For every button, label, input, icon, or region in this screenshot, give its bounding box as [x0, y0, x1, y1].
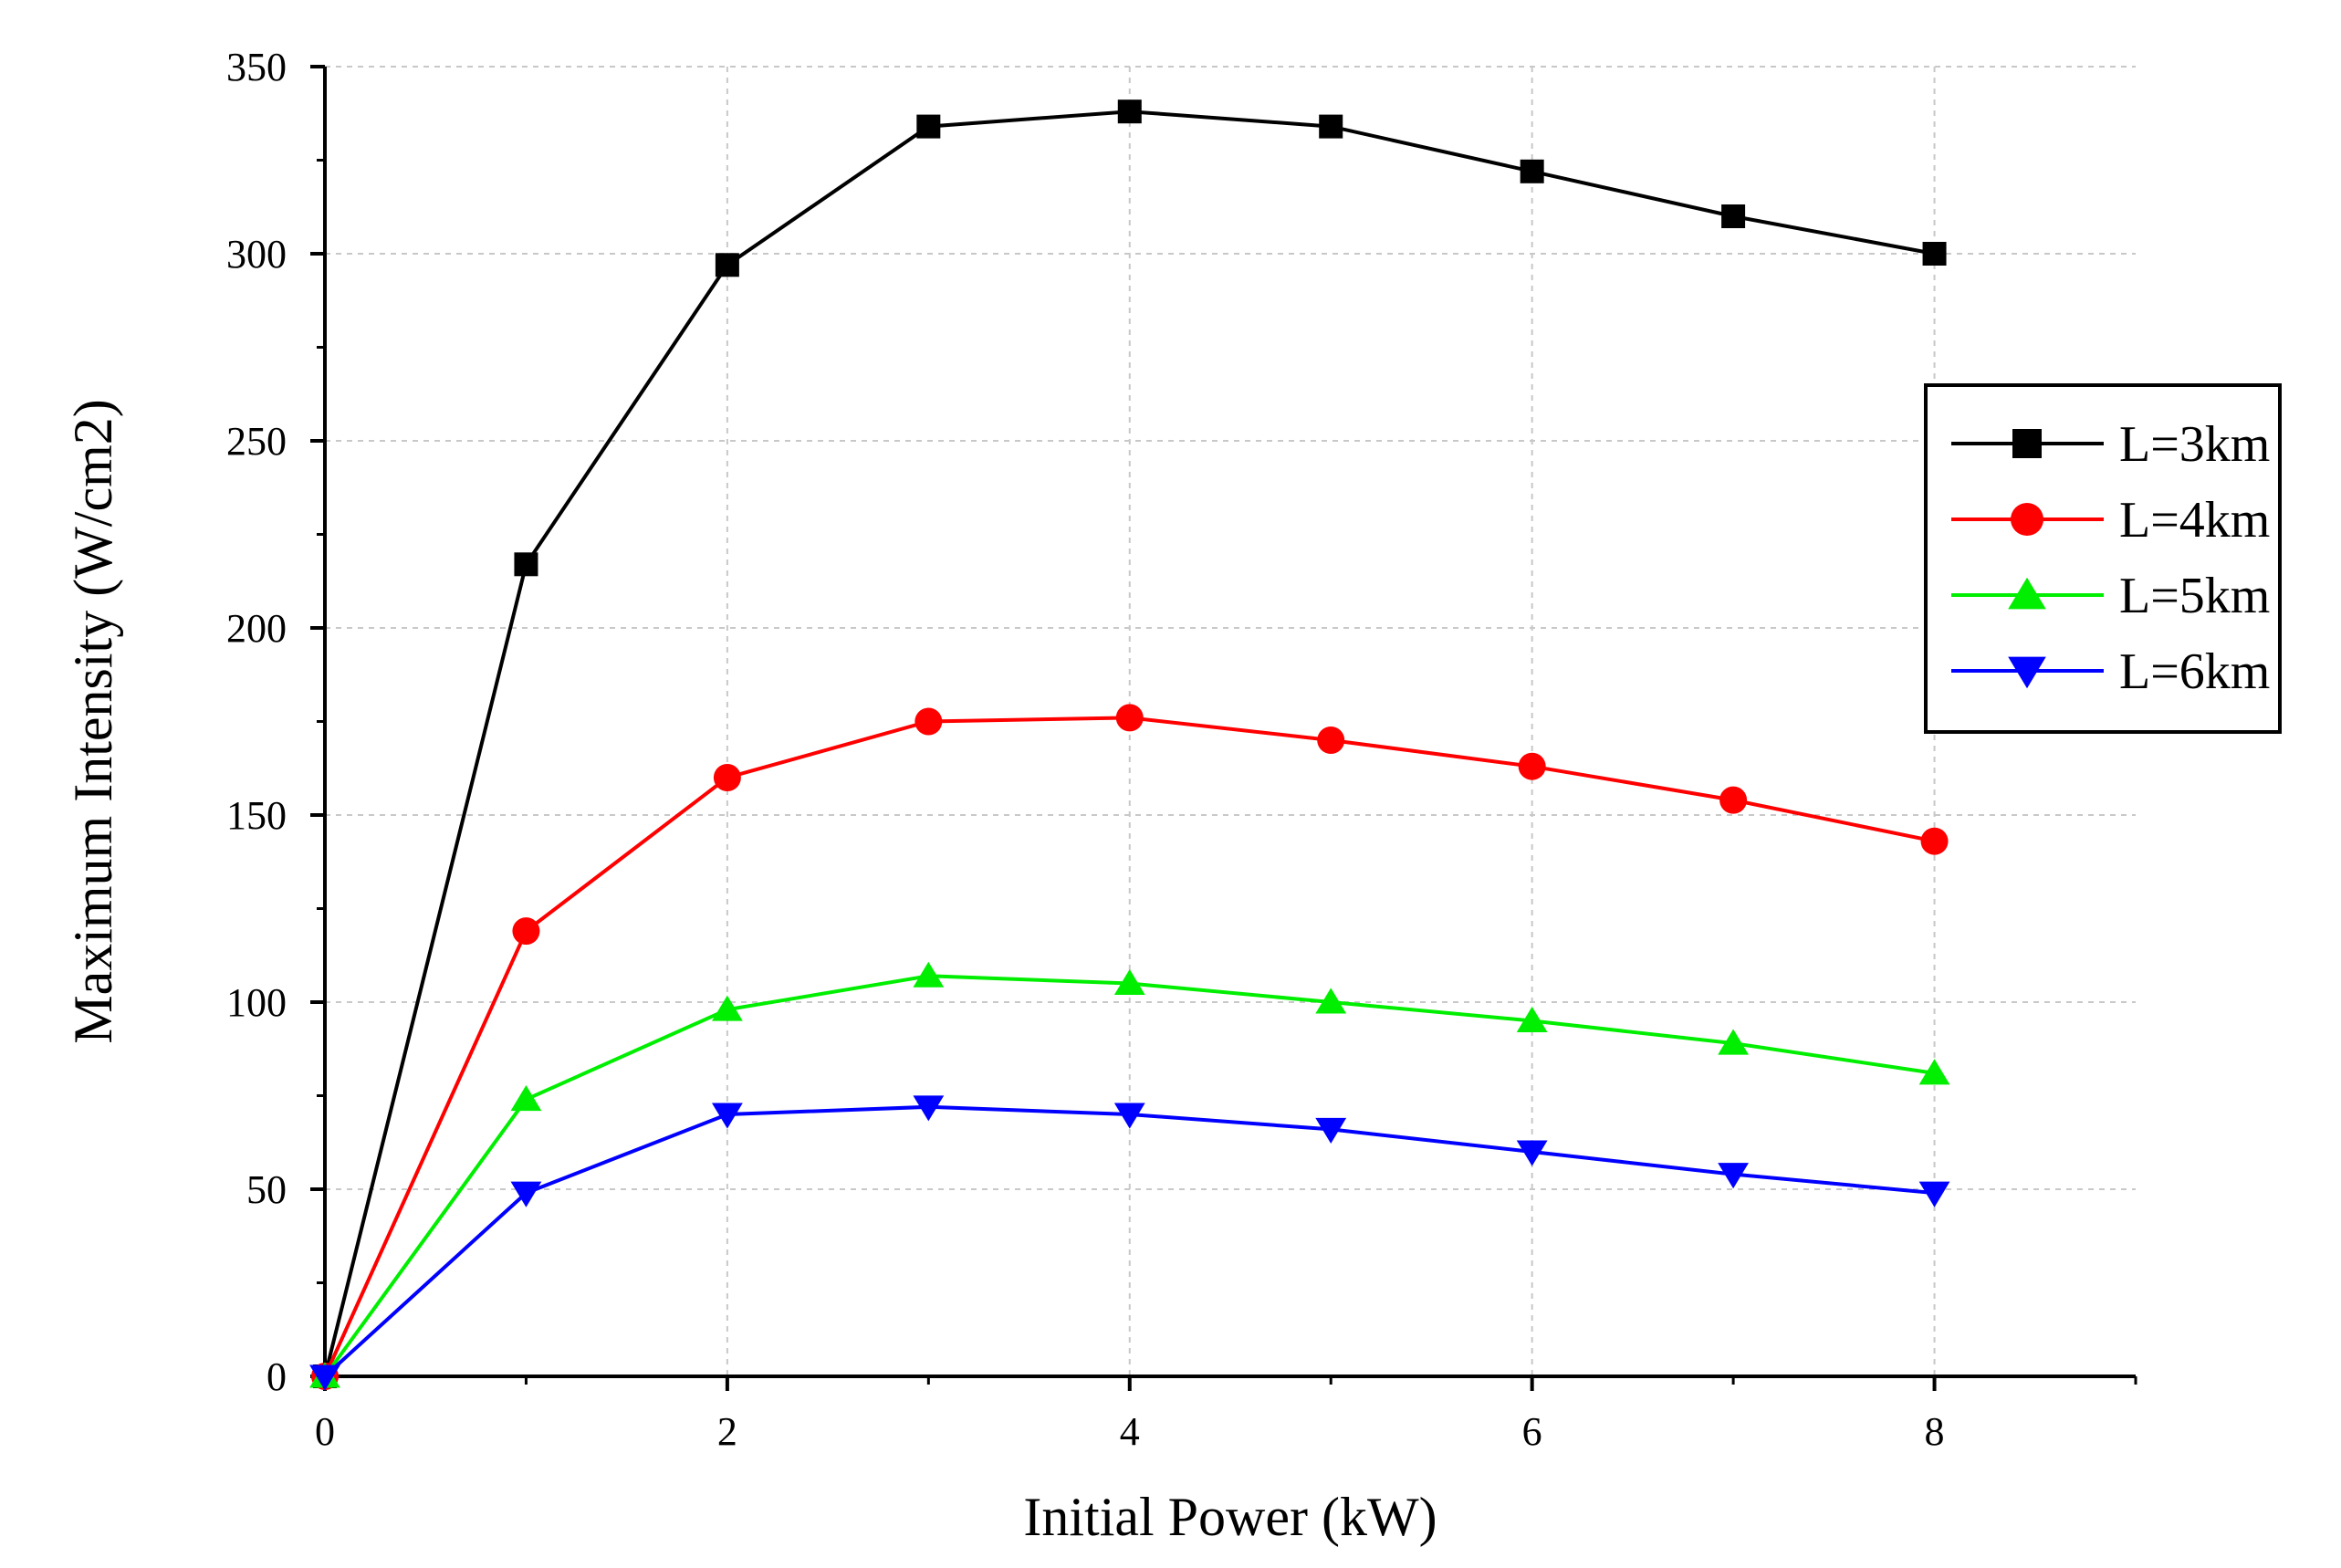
series — [309, 99, 1950, 1391]
legend-marker — [2011, 503, 2043, 536]
legend-marker — [2008, 577, 2046, 610]
ticks: 0 50 100 150 200 250 300 350 0 2 4 6 8 — [226, 45, 2137, 1454]
data-point — [1113, 1103, 1145, 1129]
data-point — [309, 1364, 340, 1391]
legend-marker — [2012, 429, 2042, 458]
data-point — [1319, 114, 1343, 139]
x-tick-label: 2 — [717, 1409, 737, 1454]
data-point — [1317, 727, 1345, 754]
data-point — [913, 961, 945, 988]
data-point — [711, 995, 743, 1021]
y-tick-label: 200 — [226, 606, 287, 651]
data-point — [913, 1095, 945, 1122]
data-point — [711, 1103, 743, 1129]
legend-marker — [2008, 656, 2046, 689]
grid — [325, 66, 2136, 1376]
data-point — [512, 917, 540, 946]
x-tick-label: 0 — [315, 1409, 335, 1454]
series-L=6km — [309, 1095, 1950, 1391]
data-point — [1918, 1181, 1950, 1207]
x-axis-title: Initial Power (kW) — [1023, 1487, 1437, 1547]
data-point — [1918, 1059, 1950, 1085]
data-point — [1117, 99, 1142, 124]
data-point — [1520, 159, 1544, 183]
y-tick-label: 350 — [226, 45, 287, 89]
y-tick-label: 50 — [246, 1167, 287, 1212]
data-point — [1920, 827, 1949, 855]
data-point — [916, 114, 941, 139]
x-tick-label: 4 — [1120, 1409, 1140, 1454]
axes — [323, 67, 2136, 1378]
y-axis-title: Maximum Intensity (W/cm2) — [63, 399, 123, 1044]
series-L=5km — [309, 961, 1950, 1388]
legend-label: L=5km — [2119, 568, 2270, 624]
data-point — [1115, 704, 1144, 732]
y-tick-label: 0 — [266, 1354, 287, 1399]
data-point — [1922, 242, 1947, 266]
data-point — [1516, 1140, 1548, 1166]
data-point — [1516, 1006, 1548, 1032]
y-tick-label: 250 — [226, 419, 287, 464]
data-point — [1718, 1163, 1750, 1189]
data-point — [1721, 204, 1746, 228]
legend-item: L=3km — [1951, 416, 2270, 473]
x-tick-label: 6 — [1522, 1409, 1542, 1454]
y-tick-label: 300 — [226, 232, 287, 277]
data-point — [914, 707, 943, 736]
legend-item: L=5km — [1951, 568, 2270, 624]
data-point — [510, 1085, 542, 1112]
legend-label: L=3km — [2119, 416, 2270, 473]
data-point — [713, 764, 741, 791]
legend-item: L=6km — [1951, 643, 2270, 700]
data-point — [1113, 968, 1145, 995]
data-point — [510, 1181, 542, 1207]
data-point — [715, 253, 739, 277]
data-point — [1719, 786, 1748, 814]
data-point — [514, 552, 538, 577]
data-point — [1518, 752, 1546, 780]
x-tick-label: 8 — [1925, 1409, 1945, 1454]
data-point — [1315, 1117, 1347, 1144]
data-point — [1315, 988, 1347, 1014]
legend-item: L=4km — [1951, 492, 2270, 549]
legend: L=3km L=4km L=5km L=6km — [1924, 383, 2282, 734]
y-tick-label: 150 — [226, 793, 287, 838]
legend-label: L=4km — [2119, 492, 2270, 549]
legend-label: L=6km — [2119, 643, 2270, 700]
y-tick-label: 100 — [226, 980, 287, 1025]
data-point — [1718, 1029, 1750, 1055]
